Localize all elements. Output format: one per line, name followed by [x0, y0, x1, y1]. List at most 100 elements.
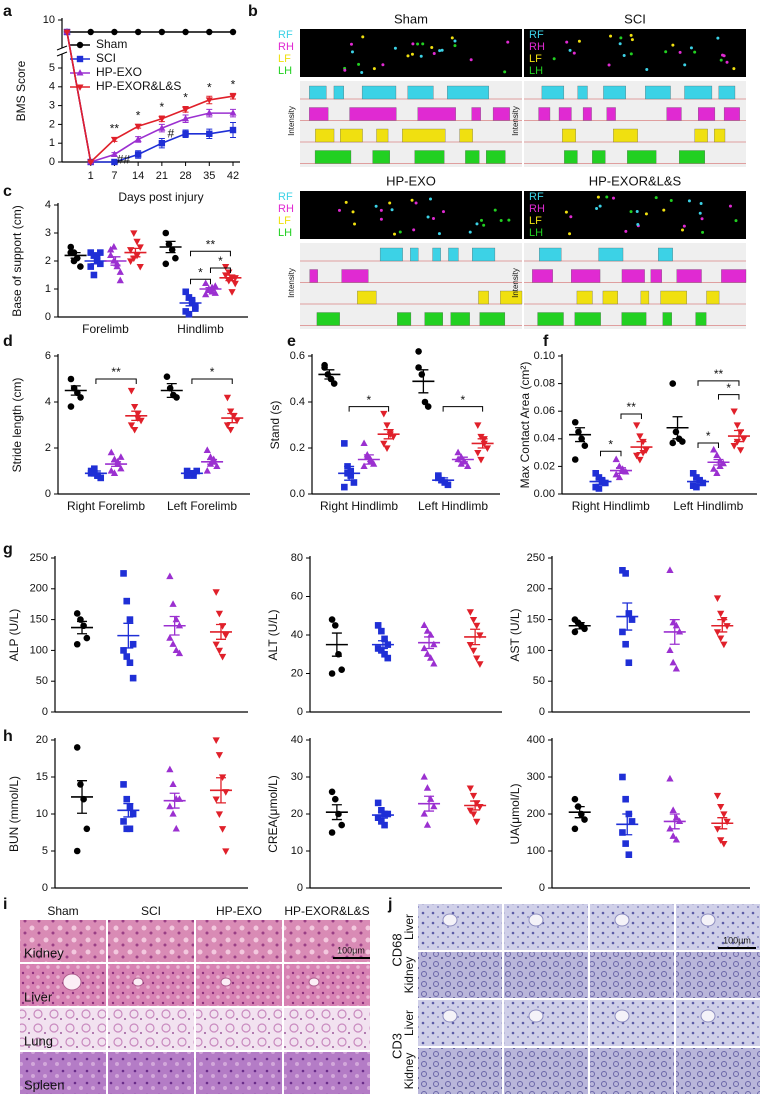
marker: [127, 387, 136, 395]
paw-print: [416, 42, 420, 46]
y-tick-label: 2: [49, 118, 55, 130]
paw-print: [622, 54, 626, 58]
trace-block: [721, 269, 747, 283]
marker: [374, 622, 382, 629]
sem-bar: [77, 780, 88, 814]
row-label: Lung: [24, 1033, 53, 1048]
sem-bar: [424, 636, 435, 650]
marker: [221, 272, 230, 279]
marker: [229, 126, 237, 134]
marker: [182, 28, 189, 36]
significance: **: [110, 122, 120, 136]
vessel: [62, 973, 82, 991]
tissue-label: Liver: [402, 914, 416, 940]
y-axis-label: ALP (U/L): [7, 609, 21, 661]
trace-block: [679, 150, 705, 164]
y-tick-label: 0.00: [534, 488, 555, 500]
trace-block: [718, 85, 736, 100]
tissue-image: [284, 1052, 370, 1094]
paw-print: [419, 54, 423, 58]
stain-image: [590, 952, 674, 998]
trace-block: [448, 247, 459, 262]
trace-block: [694, 128, 708, 143]
trace-block: [341, 269, 369, 283]
sem-bar: [693, 478, 704, 485]
trace-block: [478, 290, 489, 305]
paw-print: [565, 40, 569, 44]
paw-print: [693, 50, 697, 54]
limb-label: RH: [529, 203, 545, 215]
paw-print: [479, 218, 483, 222]
trace-block: [723, 107, 740, 121]
sem-bar: [331, 804, 342, 821]
trace-block: [621, 312, 647, 326]
sem-bar: [131, 410, 142, 422]
sem-bar: [575, 427, 586, 443]
trace-block: [662, 312, 672, 326]
marker: [571, 456, 579, 463]
tissue-label: Kidney: [402, 1053, 416, 1090]
tissue-image: [196, 1052, 282, 1094]
x-tick-label: 1: [88, 170, 94, 182]
stain-image: [590, 904, 674, 950]
y-tick-label: 0: [42, 882, 48, 894]
paw-print: [412, 228, 416, 232]
marker: [730, 408, 738, 416]
paw-print: [644, 212, 648, 216]
paw-print: [344, 200, 348, 204]
paw-print: [598, 204, 602, 208]
marker: [421, 398, 429, 406]
marker: [625, 610, 633, 617]
marker: [202, 279, 210, 287]
sem-bar: [169, 615, 180, 636]
marker: [130, 230, 138, 237]
trace-block: [315, 128, 335, 143]
paw-print: [635, 209, 639, 213]
marker: [669, 380, 677, 387]
marker: [733, 422, 741, 429]
marker: [619, 628, 626, 636]
trace-block: [558, 107, 572, 121]
marker: [420, 773, 428, 780]
vessel: [700, 1009, 716, 1023]
panel-label: a: [3, 3, 12, 20]
legend-label: Sham: [96, 37, 127, 51]
marker: [218, 826, 227, 833]
marker: [473, 655, 481, 663]
y-tick-label: 0.04: [534, 433, 555, 445]
column-title: SCI: [141, 904, 161, 918]
significance: *: [461, 393, 466, 407]
tissue-image: [20, 920, 106, 962]
sem-bar: [672, 416, 683, 440]
paw-print: [680, 228, 684, 232]
sem-bar: [186, 471, 197, 476]
paw-print: [728, 204, 732, 208]
y-tick-label: 0: [539, 882, 545, 894]
marker: [206, 28, 213, 36]
tissue-image: [108, 920, 194, 962]
marker: [420, 644, 428, 652]
paw-print: [437, 232, 441, 236]
group-title: Sham: [394, 11, 428, 26]
y-axis-label: CREA(μmol/L): [266, 775, 280, 853]
paw-print: [629, 210, 633, 214]
y-tick-label: 200: [30, 583, 48, 595]
limb-label: LH: [529, 227, 543, 239]
trace-block: [450, 312, 470, 326]
paw-print: [438, 49, 442, 53]
marker: [163, 373, 171, 381]
paw-print: [564, 210, 568, 214]
significance: ##: [117, 153, 131, 167]
marker: [116, 276, 124, 284]
marker: [83, 825, 91, 833]
trace-block: [349, 107, 397, 121]
limb-label: RF: [278, 29, 293, 41]
y-tick-label: 300: [527, 771, 545, 783]
paw-print: [687, 199, 691, 203]
marker: [720, 616, 728, 624]
y-tick-label: 30: [291, 771, 303, 783]
paw-print: [349, 42, 353, 46]
paw-print: [381, 63, 385, 67]
paw-print: [568, 48, 572, 52]
trace-block: [465, 150, 480, 164]
